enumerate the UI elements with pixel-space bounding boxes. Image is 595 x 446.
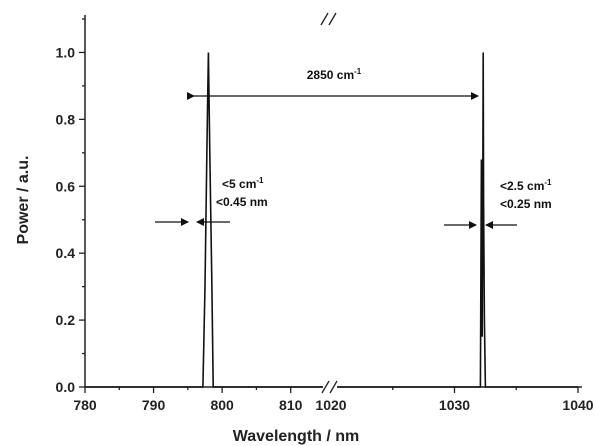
y-tick-label: 0.6 [56, 178, 76, 194]
x-tick-label: 1020 [315, 397, 346, 413]
y-axis-label: Power / a.u. [15, 156, 32, 245]
series-line-1 [85, 52, 325, 388]
y-tick-label: 0.8 [56, 111, 76, 127]
series-line-2 [331, 52, 578, 388]
x-tick-label: 780 [73, 397, 97, 413]
y-tick-label: 0.0 [56, 379, 76, 395]
series-group [85, 52, 578, 388]
x-axis-label: Wavelength / nm [233, 428, 360, 445]
left-linewidth-line2: <0.45 nm [216, 195, 268, 209]
ticks [79, 18, 579, 393]
x-tick-label: 1040 [562, 397, 593, 413]
right-linewidth-annotation: <2.5 cm-1 <0.25 nm [444, 178, 552, 229]
separation-annotation: 2850 cm-1 [187, 67, 479, 100]
separation-label: 2850 cm-1 [307, 67, 362, 82]
y-tick-label: 1.0 [56, 44, 76, 60]
tick-labels: 0.0 0.2 0.4 0.6 0.8 1.0 780 790 800 810 1020 1030 10… [56, 44, 594, 413]
right-linewidth-line1: <2.5 cm-1 [500, 178, 552, 193]
x-tick-label: 790 [142, 397, 166, 413]
left-linewidth-annotation: <5 cm-1 <0.45 nm [155, 176, 268, 226]
y-tick-label: 0.4 [56, 245, 76, 261]
axis-break-bottom [321, 380, 338, 394]
left-linewidth-line1: <5 cm-1 [222, 176, 264, 191]
axis-break-top [320, 12, 337, 26]
x-tick-label: 1030 [439, 397, 470, 413]
x-tick-label: 810 [279, 397, 303, 413]
y-tick-label: 0.2 [56, 312, 76, 328]
right-linewidth-line2: <0.25 nm [500, 197, 552, 211]
x-tick-label: 800 [210, 397, 234, 413]
